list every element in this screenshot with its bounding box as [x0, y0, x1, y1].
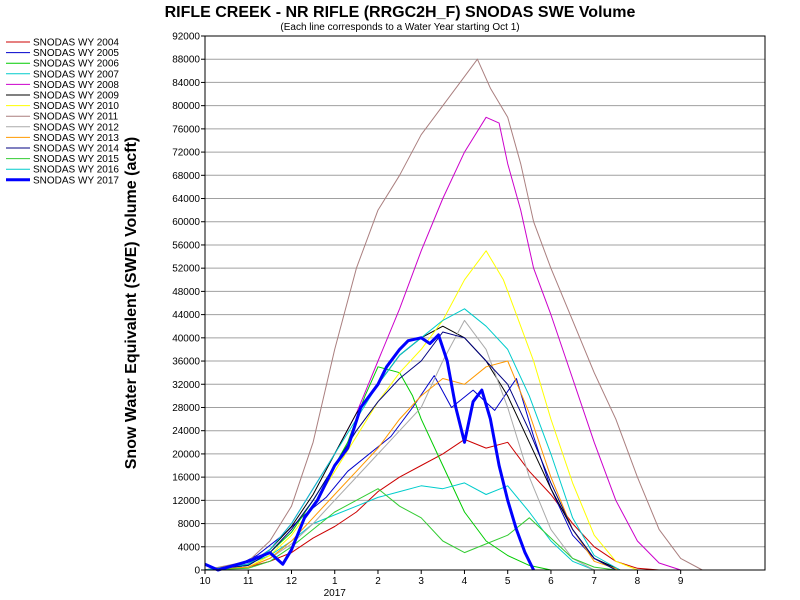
y-tick-label: 28000 — [172, 403, 200, 414]
y-axis-ticks: 0 4000 8000 12000 16000 20000 24000 28000 32000 3… — [172, 32, 205, 577]
x-tick-label: 4 — [462, 576, 468, 587]
legend-entry: SNODAS WY 2011 — [33, 112, 119, 123]
series-line-6 — [204, 250, 638, 571]
chart-subtitle: (Each line corresponds to a Water Year s… — [280, 22, 519, 33]
x-year-label: 2017 — [324, 588, 347, 599]
y-tick-label: 64000 — [172, 194, 200, 205]
y-tick-label: 76000 — [172, 124, 200, 135]
legend-entry: SNODAS WY 2017 — [33, 175, 119, 186]
legend-entry: SNODAS WY 2014 — [33, 144, 119, 155]
x-tick-label: 10 — [199, 576, 211, 587]
legend-entry: SNODAS WY 2006 — [33, 59, 119, 70]
x-tick-label: 12 — [286, 576, 298, 587]
series-lines — [204, 58, 703, 572]
series-line-0 — [204, 438, 660, 571]
legend-entry: SNODAS WY 2005 — [33, 48, 119, 59]
legend-entry: SNODAS WY 2009 — [33, 91, 119, 102]
y-tick-label: 88000 — [172, 55, 200, 66]
legend-entry: SNODAS WY 2010 — [33, 101, 119, 112]
legend-entry: SNODAS WY 2004 — [33, 38, 119, 49]
x-tick-label: 6 — [548, 576, 554, 587]
legend-entry: SNODAS WY 2012 — [33, 122, 119, 133]
x-tick-label: 9 — [678, 576, 684, 587]
grid — [205, 35, 765, 571]
y-tick-label: 84000 — [172, 78, 200, 89]
legend-entry: SNODAS WY 2007 — [33, 69, 119, 80]
series-line-10 — [204, 331, 617, 571]
x-tick-label: 11 — [243, 576, 254, 587]
y-tick-label: 40000 — [172, 333, 200, 344]
y-tick-label: 48000 — [172, 287, 200, 298]
series-line-5 — [204, 325, 621, 571]
series-line-8 — [204, 319, 595, 571]
chart-title: RIFLE CREEK - NR RIFLE (RRGC2H_F) SNODAS… — [165, 4, 636, 21]
series-line-13 — [204, 333, 535, 572]
x-tick-label: 7 — [591, 576, 597, 587]
y-tick-label: 0 — [194, 566, 200, 577]
y-tick-label: 20000 — [172, 449, 200, 460]
x-tick-label: 5 — [505, 576, 511, 587]
y-tick-label: 44000 — [172, 310, 200, 321]
y-tick-label: 52000 — [172, 264, 200, 275]
x-tick-label: 1 — [332, 576, 338, 587]
legend-entry: SNODAS WY 2015 — [33, 154, 119, 165]
y-tick-label: 36000 — [172, 357, 200, 368]
y-tick-label: 16000 — [172, 473, 200, 484]
series-line-7 — [204, 58, 703, 571]
y-tick-label: 4000 — [178, 542, 201, 553]
y-axis-label: Snow Water Equivalent (SWE) Volume (acft… — [123, 137, 140, 469]
y-tick-label: 32000 — [172, 380, 200, 391]
y-tick-label: 12000 — [172, 496, 200, 507]
legend-entry: SNODAS WY 2008 — [33, 80, 119, 91]
x-tick-label: 2 — [375, 576, 381, 587]
y-tick-label: 80000 — [172, 101, 200, 112]
x-tick-label: 8 — [635, 576, 641, 587]
x-tick-label: 3 — [418, 576, 424, 587]
plot-area-frame — [204, 35, 766, 571]
y-tick-label: 24000 — [172, 426, 200, 437]
y-tick-label: 68000 — [172, 171, 200, 182]
legend-entry: SNODAS WY 2013 — [33, 133, 119, 144]
y-tick-label: 72000 — [172, 148, 200, 159]
legend-entry: SNODAS WY 2016 — [33, 165, 119, 176]
y-tick-label: 60000 — [172, 217, 200, 228]
series-line-9 — [204, 360, 621, 571]
y-tick-label: 56000 — [172, 240, 200, 251]
y-tick-label: 8000 — [178, 519, 201, 530]
y-tick-label: 92000 — [172, 32, 200, 43]
